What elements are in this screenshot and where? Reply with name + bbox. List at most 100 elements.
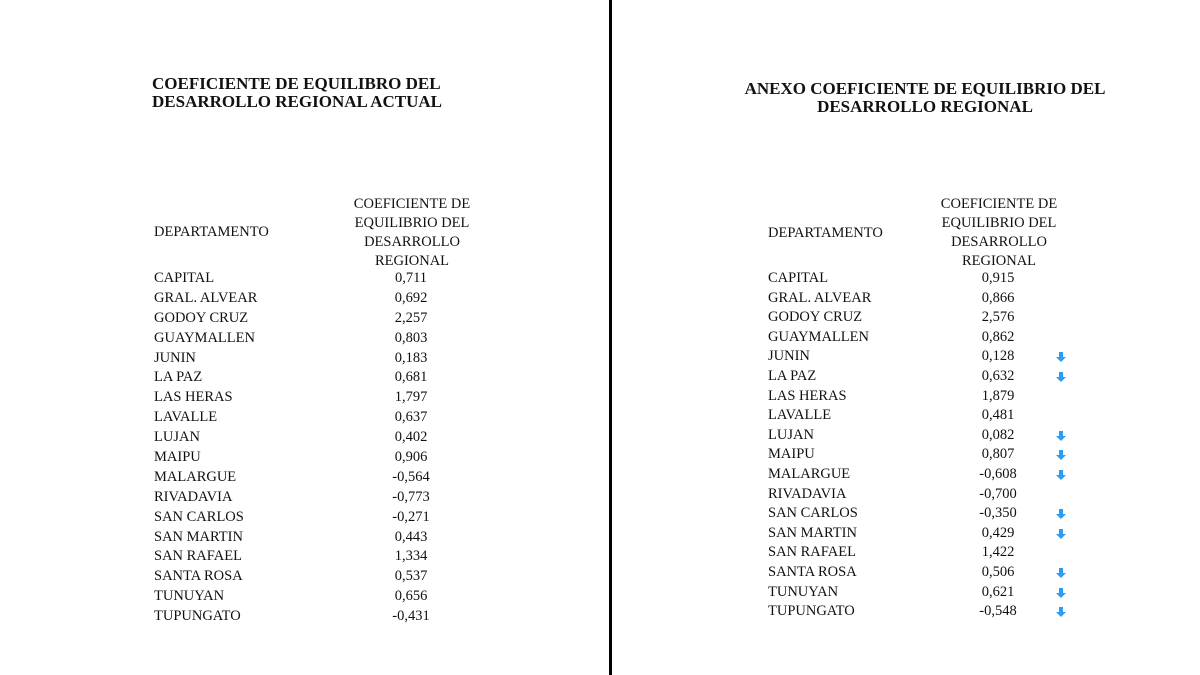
right-col-coeficiente: COEFICIENTE DE EQUILIBRIO DEL DESARROLLO… bbox=[919, 195, 1079, 271]
coeficiente-cell: 1,879 bbox=[981, 387, 1015, 404]
coeficiente-cell: -0,608 bbox=[979, 465, 1017, 482]
table-row: MAIPU 0,807 bbox=[768, 445, 1088, 465]
departamento-cell: SAN RAFAEL bbox=[768, 544, 856, 561]
coeficiente-cell: 0,711 bbox=[394, 270, 428, 286]
departamento-cell: SAN MARTIN bbox=[768, 524, 857, 541]
departamento-cell: RIVADAVIA bbox=[154, 488, 233, 505]
coeficiente-cell: 0,443 bbox=[394, 528, 428, 545]
departamento-cell: TUPUNGATO bbox=[154, 608, 241, 625]
coeficiente-cell: 0,862 bbox=[981, 328, 1015, 345]
right-title-line1: ANEXO COEFICIENTE DE EQUILIBRIO DEL bbox=[744, 79, 1106, 98]
departamento-cell: RIVADAVIA bbox=[768, 485, 847, 502]
arrow-down-icon bbox=[1056, 509, 1066, 520]
coeficiente-cell: 1,334 bbox=[394, 548, 428, 565]
departamento-cell: TUNUYAN bbox=[154, 588, 225, 605]
right-col-departamento: DEPARTAMENTO bbox=[768, 225, 883, 241]
left-table-body: CAPITAL 0,711 GRAL. ALVEAR 0,692 GODOY CRUZ 2… bbox=[154, 269, 474, 627]
departamento-cell: CAPITAL bbox=[768, 270, 829, 286]
departamento-cell: LAVALLE bbox=[154, 409, 218, 426]
departamento-cell: MALARGUE bbox=[154, 468, 237, 485]
coeficiente-cell: 0,637 bbox=[394, 409, 428, 426]
table-row: SAN MARTIN 0,443 bbox=[154, 528, 474, 548]
arrow-down-icon bbox=[1056, 567, 1066, 578]
table-row: SAN CARLOS -0,350 bbox=[768, 504, 1088, 524]
departamento-cell: GUAYMALLEN bbox=[154, 329, 255, 346]
coeficiente-cell: -0,350 bbox=[979, 505, 1017, 522]
right-title-line2: DESARROLLO REGIONAL bbox=[817, 97, 1033, 116]
coeficiente-cell: 0,481 bbox=[981, 407, 1015, 424]
left-title-line1: COEFICIENTE DE EQUILIBRO DEL bbox=[152, 74, 441, 93]
coeficiente-cell: 0,656 bbox=[394, 588, 428, 605]
coeficiente-cell: 0,632 bbox=[981, 367, 1015, 384]
left-col-coef-line: DESARROLLO bbox=[364, 234, 460, 250]
departamento-cell: SAN CARLOS bbox=[154, 508, 244, 525]
table-row: LAVALLE 0,637 bbox=[154, 408, 474, 428]
left-title: COEFICIENTE DE EQUILIBRO DEL DESARROLLO … bbox=[152, 75, 442, 111]
coeficiente-cell: 0,681 bbox=[394, 369, 428, 386]
coeficiente-cell: -0,773 bbox=[392, 488, 430, 505]
arrow-down-icon bbox=[1056, 587, 1066, 598]
departamento-cell: LUJAN bbox=[154, 429, 200, 446]
coeficiente-cell: 0,402 bbox=[394, 429, 428, 446]
departamento-cell: GODOY CRUZ bbox=[768, 309, 863, 326]
departamento-cell: JUNIN bbox=[154, 349, 196, 366]
table-row: SAN CARLOS -0,271 bbox=[154, 508, 474, 528]
coeficiente-cell: 0,537 bbox=[394, 568, 428, 585]
coeficiente-cell: -0,271 bbox=[392, 508, 430, 525]
table-row: GODOY CRUZ 2,257 bbox=[154, 309, 474, 329]
coeficiente-cell: 2,576 bbox=[981, 309, 1015, 326]
departamento-cell: SAN CARLOS bbox=[768, 505, 858, 522]
coeficiente-cell: 0,915 bbox=[981, 270, 1015, 286]
table-row: LA PAZ 0,632 bbox=[768, 367, 1088, 387]
coeficiente-cell: 1,422 bbox=[981, 544, 1015, 561]
departamento-cell: MAIPU bbox=[768, 446, 815, 463]
departamento-cell: CAPITAL bbox=[154, 270, 215, 286]
coeficiente-cell: 0,906 bbox=[394, 449, 428, 466]
arrow-down-icon bbox=[1056, 469, 1066, 480]
table-row: LAS HERAS 1,797 bbox=[154, 388, 474, 408]
right-col-coef-line: COEFICIENTE DE bbox=[940, 196, 1058, 212]
coeficiente-cell: -0,431 bbox=[392, 608, 430, 625]
departamento-cell: SANTA ROSA bbox=[768, 563, 857, 580]
right-table-body: CAPITAL 0,915 GRAL. ALVEAR 0,866 GODOY CRUZ 2… bbox=[768, 269, 1088, 622]
departamento-cell: LAVALLE bbox=[768, 407, 832, 424]
table-row: GRAL. ALVEAR 0,692 bbox=[154, 289, 474, 309]
arrow-down-icon bbox=[1056, 430, 1066, 441]
departamento-cell: MALARGUE bbox=[768, 465, 851, 482]
departamento-cell: GRAL. ALVEAR bbox=[768, 289, 872, 306]
right-col-coef-line: EQUILIBRIO DEL bbox=[941, 215, 1057, 231]
table-row: SANTA ROSA 0,537 bbox=[154, 567, 474, 587]
left-col-coef-line: EQUILIBRIO DEL bbox=[354, 215, 470, 231]
table-row: SANTA ROSA 0,506 bbox=[768, 563, 1088, 583]
page-divider bbox=[609, 0, 612, 675]
departamento-cell: LA PAZ bbox=[154, 369, 203, 386]
right-col-coef-line: REGIONAL bbox=[961, 253, 1037, 269]
left-col-coeficiente: COEFICIENTE DE EQUILIBRIO DEL DESARROLLO… bbox=[332, 195, 492, 271]
departamento-cell: LUJAN bbox=[768, 426, 814, 443]
left-col-coef-line: COEFICIENTE DE bbox=[353, 196, 471, 212]
departamento-cell: SAN RAFAEL bbox=[154, 548, 242, 565]
table-row: RIVADAVIA -0,773 bbox=[154, 488, 474, 508]
table-row: SAN RAFAEL 1,334 bbox=[154, 547, 474, 567]
left-title-line2: DESARROLLO REGIONAL ACTUAL bbox=[152, 92, 443, 111]
table-row: TUPUNGATO -0,431 bbox=[154, 607, 474, 627]
table-row: TUNUYAN 0,621 bbox=[768, 583, 1088, 603]
coeficiente-cell: 2,257 bbox=[394, 309, 428, 326]
arrow-down-icon bbox=[1056, 607, 1066, 618]
table-row: LAS HERAS 1,879 bbox=[768, 387, 1088, 407]
table-row: MALARGUE -0,608 bbox=[768, 465, 1088, 485]
right-title: ANEXO COEFICIENTE DE EQUILIBRIO DEL DESA… bbox=[700, 80, 1150, 116]
departamento-cell: TUPUNGATO bbox=[768, 603, 855, 620]
departamento-cell: SAN MARTIN bbox=[154, 528, 243, 545]
coeficiente-cell: 0,692 bbox=[394, 289, 428, 306]
table-row: LA PAZ 0,681 bbox=[154, 368, 474, 388]
table-row: CAPITAL 0,915 bbox=[768, 269, 1088, 289]
departamento-cell: MAIPU bbox=[154, 449, 201, 466]
arrow-down-icon bbox=[1056, 528, 1066, 539]
table-row: MAIPU 0,906 bbox=[154, 448, 474, 468]
table-row: GUAYMALLEN 0,803 bbox=[154, 329, 474, 349]
departamento-cell: TUNUYAN bbox=[768, 583, 839, 600]
coeficiente-cell: 0,429 bbox=[981, 524, 1015, 541]
table-row: RIVADAVIA -0,700 bbox=[768, 485, 1088, 505]
coeficiente-cell: -0,564 bbox=[392, 468, 430, 485]
